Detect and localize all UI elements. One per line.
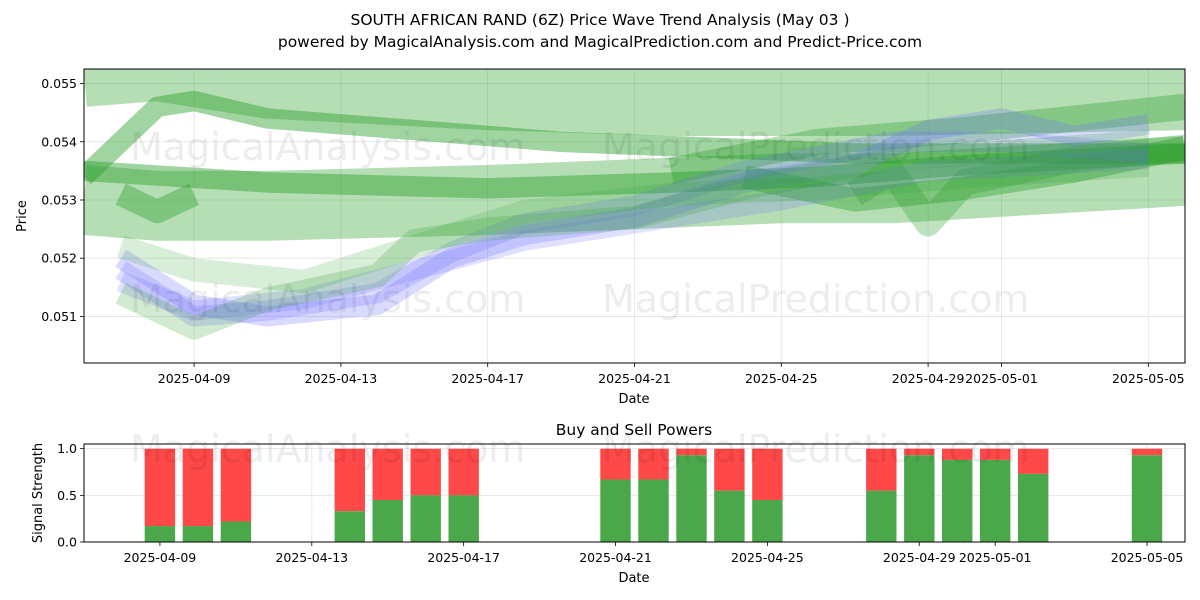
signal-x-tick-label: 2025-04-09 (124, 550, 197, 565)
price-y-tick-label: 0.053 (41, 192, 77, 207)
buy-power-bar (638, 479, 669, 542)
buy-power-bar (904, 455, 935, 542)
sell-power-bar (334, 448, 365, 512)
price-x-axis-label: Date (618, 392, 649, 407)
buy-power-bar (980, 459, 1011, 542)
signal-y-ticks: 0.0 0.5 1.0 (57, 441, 84, 550)
watermark-prediction-mid: MagicalPrediction.com (602, 277, 1030, 321)
price-wave-bands (84, 69, 1185, 340)
buy-power-bar (942, 459, 973, 542)
buy-power-bar (714, 490, 745, 542)
buy-power-bar (866, 490, 897, 542)
watermarks: MagicalAnalysis.com MagicalPrediction.co… (130, 125, 1030, 471)
signal-plot-frame (83, 443, 1186, 543)
wave-band-7 (847, 134, 1185, 237)
buy-power-bar (448, 495, 479, 542)
buy-power-bar (220, 521, 252, 542)
signal-x-tick-label: 2025-04-25 (731, 550, 804, 565)
price-grid (84, 69, 1185, 363)
watermark-analysis-top: MagicalAnalysis.com (130, 125, 525, 169)
sell-power-bar (676, 448, 707, 456)
price-x-tick-label: 2025-04-21 (598, 371, 671, 386)
buy-power-bar (372, 500, 403, 542)
price-y-tick-label: 0.052 (41, 251, 77, 266)
buy-power-bar (1018, 473, 1049, 542)
chart-subtitle: powered by MagicalAnalysis.com and Magic… (278, 33, 922, 51)
sell-power-bar (942, 448, 973, 460)
buy-power-bar (410, 495, 441, 542)
price-y-tick-label: 0.054 (41, 134, 77, 149)
price-y-tick-label: 0.055 (41, 76, 77, 91)
sell-power-bar (752, 448, 783, 500)
sell-power-bar (182, 448, 214, 527)
price-y-ticks: 0.051 0.052 0.053 0.054 0.055 (41, 76, 84, 324)
price-x-tick-label: 2025-04-09 (158, 371, 231, 386)
signal-x-ticks: 2025-04-09 2025-04-13 2025-04-17 2025-04-21… (124, 542, 1184, 565)
sell-power-bar (372, 448, 403, 500)
buy-power-bar (752, 500, 783, 542)
signal-x-tick-label: 2025-05-01 (959, 550, 1032, 565)
sell-power-bar (866, 448, 897, 491)
price-x-tick-label: 2025-05-05 (1112, 371, 1185, 386)
price-x-tick-label: 2025-04-13 (305, 371, 378, 386)
price-y-axis-label: Price (15, 200, 30, 232)
signal-x-tick-label: 2025-05-05 (1111, 550, 1184, 565)
buy-power-bar (144, 526, 176, 542)
sell-power-bar (144, 448, 176, 527)
watermark-prediction-top: MagicalPrediction.com (602, 125, 1030, 169)
watermark-prediction-bottom: MagicalPrediction.com (602, 427, 1030, 471)
wave-band-5 (742, 136, 1185, 212)
signal-y-tick-label: 1.0 (57, 441, 77, 456)
signal-bars (144, 448, 1163, 542)
watermark-analysis-mid: MagicalAnalysis.com (130, 277, 525, 321)
signal-panel-title: Buy and Sell Powers (556, 421, 713, 439)
price-x-tick-label: 2025-05-01 (965, 371, 1038, 386)
signal-x-axis-label: Date (618, 571, 649, 586)
signal-y-axis-label: Signal Strength (31, 443, 46, 543)
sell-power-bar (600, 448, 631, 480)
sell-power-bar (1018, 448, 1049, 474)
chart-title: SOUTH AFRICAN RAND (6Z) Price Wave Trend… (350, 11, 849, 29)
price-x-tick-label: 2025-04-29 (892, 371, 965, 386)
wave-band-6 (668, 93, 1185, 184)
sell-power-bar (220, 448, 252, 522)
sell-power-bar (448, 448, 479, 496)
wave-band-12 (117, 153, 1150, 294)
price-x-ticks: 2025-04-09 2025-04-13 2025-04-17 2025-04-21… (158, 363, 1185, 386)
sell-power-bar (904, 448, 935, 456)
buy-power-bar (1131, 455, 1163, 542)
wave-band-3 (84, 90, 1185, 185)
wave-band-13 (115, 183, 200, 224)
sell-power-bar (714, 448, 745, 491)
wave-band-9 (115, 131, 1150, 327)
sell-power-bar (638, 448, 669, 480)
watermark-analysis-bottom: MagicalAnalysis.com (130, 427, 525, 471)
signal-x-tick-label: 2025-04-17 (427, 550, 500, 565)
wave-band-2 (84, 136, 1185, 241)
signal-panel: Buy and Sell Powers 0.0 0.5 1.0 2025-04-09… (31, 421, 1186, 586)
wave-band-8 (115, 108, 1150, 327)
wave-band-1 (84, 69, 1185, 136)
buy-power-bar (182, 526, 214, 542)
signal-y-tick-label: 0.0 (57, 535, 77, 550)
price-x-tick-label: 2025-04-17 (451, 371, 524, 386)
signal-y-tick-label: 0.5 (57, 488, 77, 503)
buy-power-bar (676, 455, 707, 542)
buy-power-bar (600, 479, 631, 542)
sell-power-bar (410, 448, 441, 496)
sell-power-bar (980, 448, 1011, 460)
signal-x-tick-label: 2025-04-13 (275, 550, 348, 565)
signal-x-tick-label: 2025-04-29 (883, 550, 956, 565)
price-x-tick-label: 2025-04-25 (745, 371, 818, 386)
sell-power-bar (1131, 448, 1163, 456)
wave-band-11 (115, 130, 1150, 340)
wave-band-4 (84, 143, 1185, 199)
signal-x-tick-label: 2025-04-21 (579, 550, 652, 565)
buy-power-bar (334, 511, 365, 542)
price-y-tick-label: 0.051 (41, 309, 77, 324)
wave-band-10 (116, 149, 1149, 321)
